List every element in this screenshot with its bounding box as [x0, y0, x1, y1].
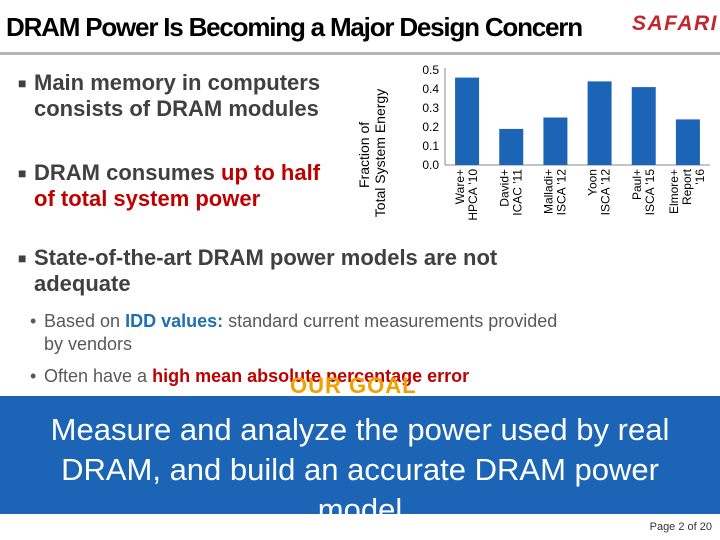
bullet-highlight: up to half — [221, 160, 321, 185]
subbullet-highlight: IDD values: — [125, 311, 224, 331]
x-tick-label-line: ISCA '12 — [554, 169, 568, 216]
goal-banner — [0, 396, 720, 514]
subbullet-line: Based on IDD values: standard current me… — [44, 310, 704, 333]
goal-text: Measure and analyze the power used by re… — [0, 410, 720, 530]
goal-line: model — [317, 492, 403, 527]
subbullet-highlight: high mean absolute percentage error — [152, 366, 470, 386]
y-tick-label: 0.4 — [422, 82, 439, 96]
x-tick-label-line: '16 — [693, 169, 707, 185]
y-tick-label: 0.3 — [422, 101, 439, 115]
x-tick-label-line: ICAC '11 — [510, 169, 524, 216]
x-tick-label: Elmore+Report'16 — [667, 168, 707, 214]
bar — [631, 87, 656, 165]
x-tick-label: YoonISCA '12 — [586, 169, 613, 216]
slide-title: DRAM Power Is Becoming a Major Design Co… — [6, 12, 583, 42]
bullet-line: of total system power — [34, 186, 261, 211]
x-tick-label-line: David+ — [497, 169, 511, 207]
bullet-line: consists of DRAM modules — [34, 96, 319, 121]
goal-label: OUR GOAL — [290, 373, 417, 398]
x-tick-label: Malladi+ISCA '12 — [541, 169, 568, 216]
bullet-text: DRAM consumes — [34, 160, 222, 185]
y-axis-label-line2: Total System Energy — [372, 89, 388, 217]
bar — [499, 128, 524, 165]
bullet-power-models: ■ State-of-the-art DRAM power models are… — [18, 245, 498, 297]
bullet-line: DRAM consumes up to half — [34, 160, 320, 186]
subbullet-error: • Often have a high mean absolute percen… — [30, 365, 704, 388]
subbullet-line: Often have a high mean absolute percenta… — [44, 365, 704, 388]
subbullet-text: Often have a — [44, 366, 153, 386]
title-divider — [0, 52, 720, 55]
x-tick-label-line: ISCA '15 — [643, 169, 657, 216]
y-axis-label: Fraction of Total System Energy — [356, 89, 388, 217]
subbullet-idd: • Based on IDD values: standard current … — [30, 310, 704, 356]
bullet-icon: ■ — [18, 250, 27, 266]
bullet-icon: ■ — [18, 75, 27, 91]
goal-line: Measure and analyze the power used by re… — [50, 412, 670, 447]
x-tick-label: Ware+HPCA '10 — [453, 169, 480, 221]
bullet-line: Main memory in computers — [34, 70, 321, 95]
bullet-line: adequate — [34, 271, 131, 296]
bullet-line: State-of-the-art DRAM power models are n… — [34, 245, 498, 270]
bar — [455, 77, 480, 165]
x-tick-label-line: Elmore+ — [667, 169, 681, 214]
x-tick-label-line: Report — [680, 168, 694, 205]
bar — [543, 117, 568, 165]
bullet-dram-consumes: ■ DRAM consumes up to half of total syst… — [18, 160, 320, 212]
energy-bar-chart: Fraction of Total System Energy 0.0 0.1 0.… — [356, 63, 710, 221]
bar — [675, 119, 700, 165]
bullet-main-memory: ■ Main memory in computers consists of D… — [18, 70, 321, 122]
safari-logo: SAFARI — [632, 12, 719, 35]
bullet-icon: ■ — [18, 165, 27, 181]
x-tick-label-line: Paul+ — [630, 169, 644, 200]
y-tick-label: 0.2 — [422, 120, 439, 134]
x-tick-label-line: ISCA '12 — [599, 169, 613, 216]
y-tick-label: 0.5 — [422, 63, 439, 77]
bar — [587, 81, 612, 165]
x-tick-label: Paul+ISCA '15 — [630, 169, 657, 216]
subbullet-icon: • — [30, 311, 37, 331]
subbullet-text: Based on — [44, 311, 126, 331]
x-tick-label-line: Ware+ — [453, 169, 467, 204]
x-tick-label-line: Malladi+ — [541, 169, 555, 214]
x-tick-label: David+ICAC '11 — [497, 169, 524, 216]
y-tick-label: 0.0 — [422, 158, 439, 172]
subbullet-line: by vendors — [44, 334, 133, 354]
y-axis-label-line1: Fraction of — [356, 122, 372, 188]
goal-line: DRAM, and build an accurate DRAM power — [61, 452, 659, 487]
page-number: Page 2 of 20 — [649, 521, 712, 533]
x-tick-label-line: HPCA '10 — [466, 169, 480, 221]
subbullet-icon: • — [30, 366, 37, 386]
y-tick-label: 0.1 — [422, 139, 439, 153]
subbullet-text: standard current measurements provided — [223, 311, 558, 331]
x-tick-label-line: Yoon — [586, 169, 600, 196]
